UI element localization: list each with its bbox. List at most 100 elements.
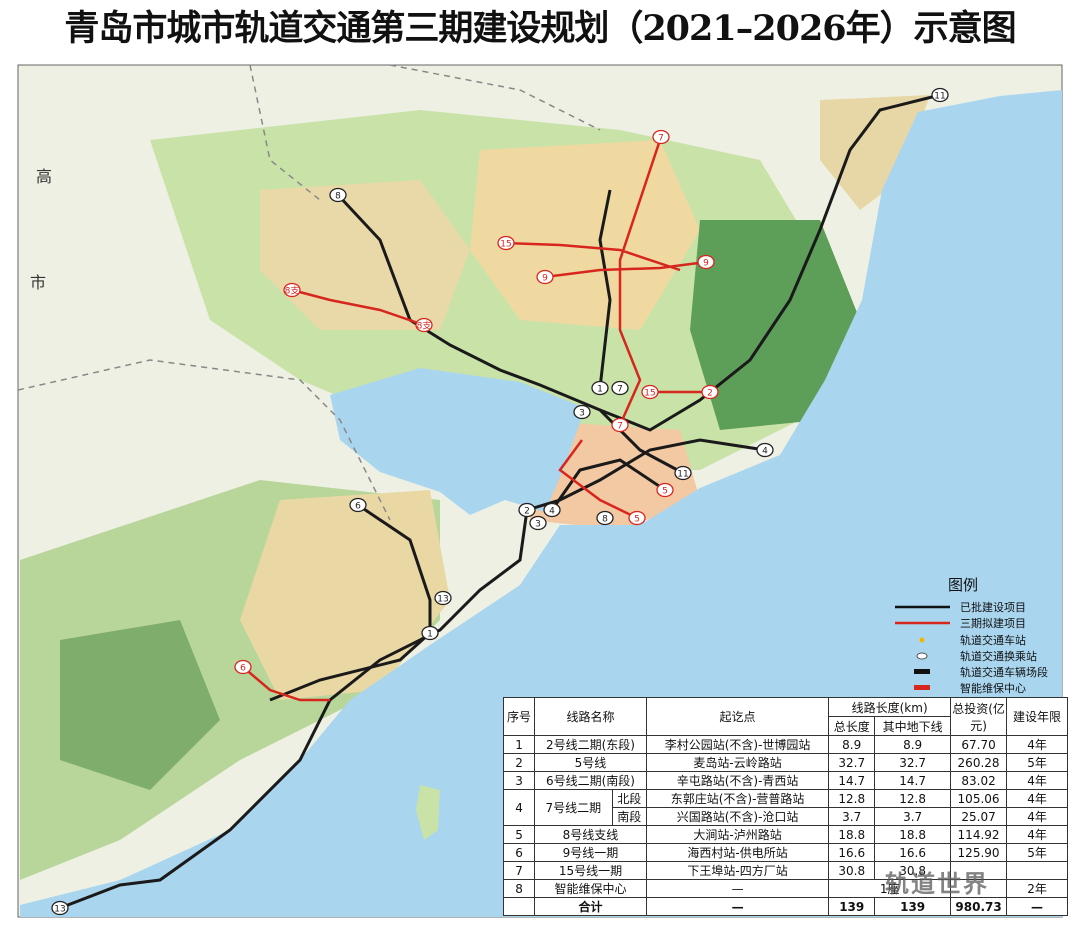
table-row: 3 6号线二期(南段) 辛屯路站(不含)-青西站 14.7 14.7 83.02 4年 [502, 771, 1068, 790]
station-label: 6 [240, 664, 246, 674]
station-circle [497, 235, 515, 251]
header-cell: 建设年限 [1006, 697, 1068, 736]
table-cell: 16.6 [828, 843, 876, 862]
legend-label: 智能维保中心 [960, 681, 1026, 695]
station-circle [51, 900, 69, 916]
table-row: 6 9号线一期 海西村站-供电所站 16.6 16.6 125.90 5年 [502, 843, 1068, 862]
header-cell: 总长度 [828, 716, 876, 736]
table-cell: 辛屯路站(不含)-青西站 [645, 771, 830, 790]
title: 青岛市城市轨道交通第三期建设规划（2021–2026年）示意图 [64, 8, 1016, 49]
boundaries [17, 64, 601, 521]
table-cell: 6号线二期(南段) [534, 771, 647, 790]
station-label: 9 [703, 259, 709, 269]
side-label: 高 [36, 167, 52, 186]
station-label: 13 [437, 595, 448, 605]
station-circle [591, 380, 609, 396]
table-row: 南段 兴国路站(不含)-沧口站 3.7 3.7 25.07 4年 [504, 807, 1068, 826]
table-cell: 5 [502, 825, 536, 844]
table-cell: 5年 [1006, 753, 1068, 772]
station-label: 7 [617, 385, 623, 395]
header-cell: 总投资(亿元) [950, 697, 1008, 736]
station-circle [329, 187, 347, 203]
table-cell: 2年 [1006, 879, 1068, 898]
station-label: 11 [677, 470, 688, 480]
table-cell: 25.07 [950, 807, 1008, 826]
table-cell: 大涧站-泸州路站 [645, 825, 830, 844]
station-circle [652, 129, 670, 145]
table-cell: 麦岛站-云岭路站 [645, 753, 830, 772]
table-cell: 14.7 [874, 771, 952, 790]
station-circle [434, 590, 452, 606]
table-cell: 2 [502, 753, 536, 772]
table-cell: 32.7 [828, 753, 876, 772]
table-cell: 30.8 [828, 861, 876, 880]
station-circle [641, 384, 659, 400]
table-cell: 4年 [1006, 771, 1068, 790]
table-cell: 3.7 [874, 807, 952, 826]
station-circle [529, 515, 547, 531]
station-label: 9 [542, 274, 548, 284]
station-label: 5 [662, 487, 668, 497]
station-label: 8支 [417, 320, 432, 332]
table-cell: 83.02 [950, 771, 1008, 790]
station-label: 13 [54, 905, 65, 915]
table-cell: 南段 [611, 807, 647, 826]
table-cell: 智能维保中心 [534, 879, 647, 898]
table-cell: 5年 [1006, 843, 1068, 862]
legend-label: 轨道交通换乘站 [960, 649, 1037, 663]
station-label: 1 [427, 630, 433, 640]
table-cell: 12.8 [828, 789, 876, 808]
table-cell: 1座 [828, 879, 952, 898]
header-cell: 线路长度(km) [828, 697, 952, 717]
station-circle [543, 502, 561, 518]
header-cell: 序号 [502, 697, 536, 736]
station-circle [421, 625, 439, 641]
table-cell: 海西村站-供电所站 [645, 843, 830, 862]
station-label: 4 [762, 447, 768, 457]
table-row: 5 8号线支线 大涧站-泸州路站 18.8 18.8 114.92 4年 [502, 825, 1068, 844]
table-cell: 8.9 [828, 735, 876, 754]
bay [330, 368, 585, 515]
table-cell: 16.6 [874, 843, 952, 862]
table-cell: 9号线一期 [534, 843, 647, 862]
table-cell: 3.7 [828, 807, 876, 826]
station-circle [573, 404, 591, 420]
table-cell: 18.8 [874, 825, 952, 844]
station-label: 1 [597, 385, 603, 395]
table-cell: 1 [502, 735, 536, 754]
table-cell: 4年 [1006, 789, 1068, 808]
table-cell [502, 897, 536, 916]
table-row: 8 智能维保中心 —1座 2年 [502, 879, 1068, 898]
table-cell: 980.73 [950, 897, 1008, 916]
table-cell: 32.7 [874, 753, 952, 772]
station-label: 8支 [285, 285, 300, 297]
station-circle [536, 269, 554, 285]
island [416, 785, 440, 840]
table-cell: 4年 [1006, 825, 1068, 844]
table-cell: 7 [502, 861, 536, 880]
table-cell: 2号线二期(东段) [534, 735, 647, 754]
station-circle [234, 659, 252, 675]
station-circle [518, 502, 536, 518]
table-row: 2 5号线 麦岛站-云岭路站 32.7 32.7 260.28 5年 [502, 753, 1068, 772]
table-cell: 12.8 [874, 789, 952, 808]
table-cell: 139 [874, 897, 952, 916]
table-cell: — [645, 897, 830, 916]
station-circle [656, 482, 674, 498]
watermark: 轨道世界 [885, 870, 989, 898]
table-cell: 李村公园站(不含)-世博园站 [645, 735, 830, 754]
station-circle [674, 465, 692, 481]
table-cell: 东郭庄站(不含)-营普路站 [645, 789, 830, 808]
legend-label: 轨道交通车辆场段 [960, 665, 1048, 679]
station-circle [628, 510, 646, 526]
station-circle [701, 384, 719, 400]
table-cell: 7号线二期 [534, 789, 613, 826]
station-label: 4 [549, 507, 555, 517]
station-label: 6 [355, 502, 361, 512]
table-cell: 8号线支线 [534, 825, 647, 844]
legend-title: 图例 [948, 576, 978, 594]
station-label: 15 [500, 240, 511, 250]
